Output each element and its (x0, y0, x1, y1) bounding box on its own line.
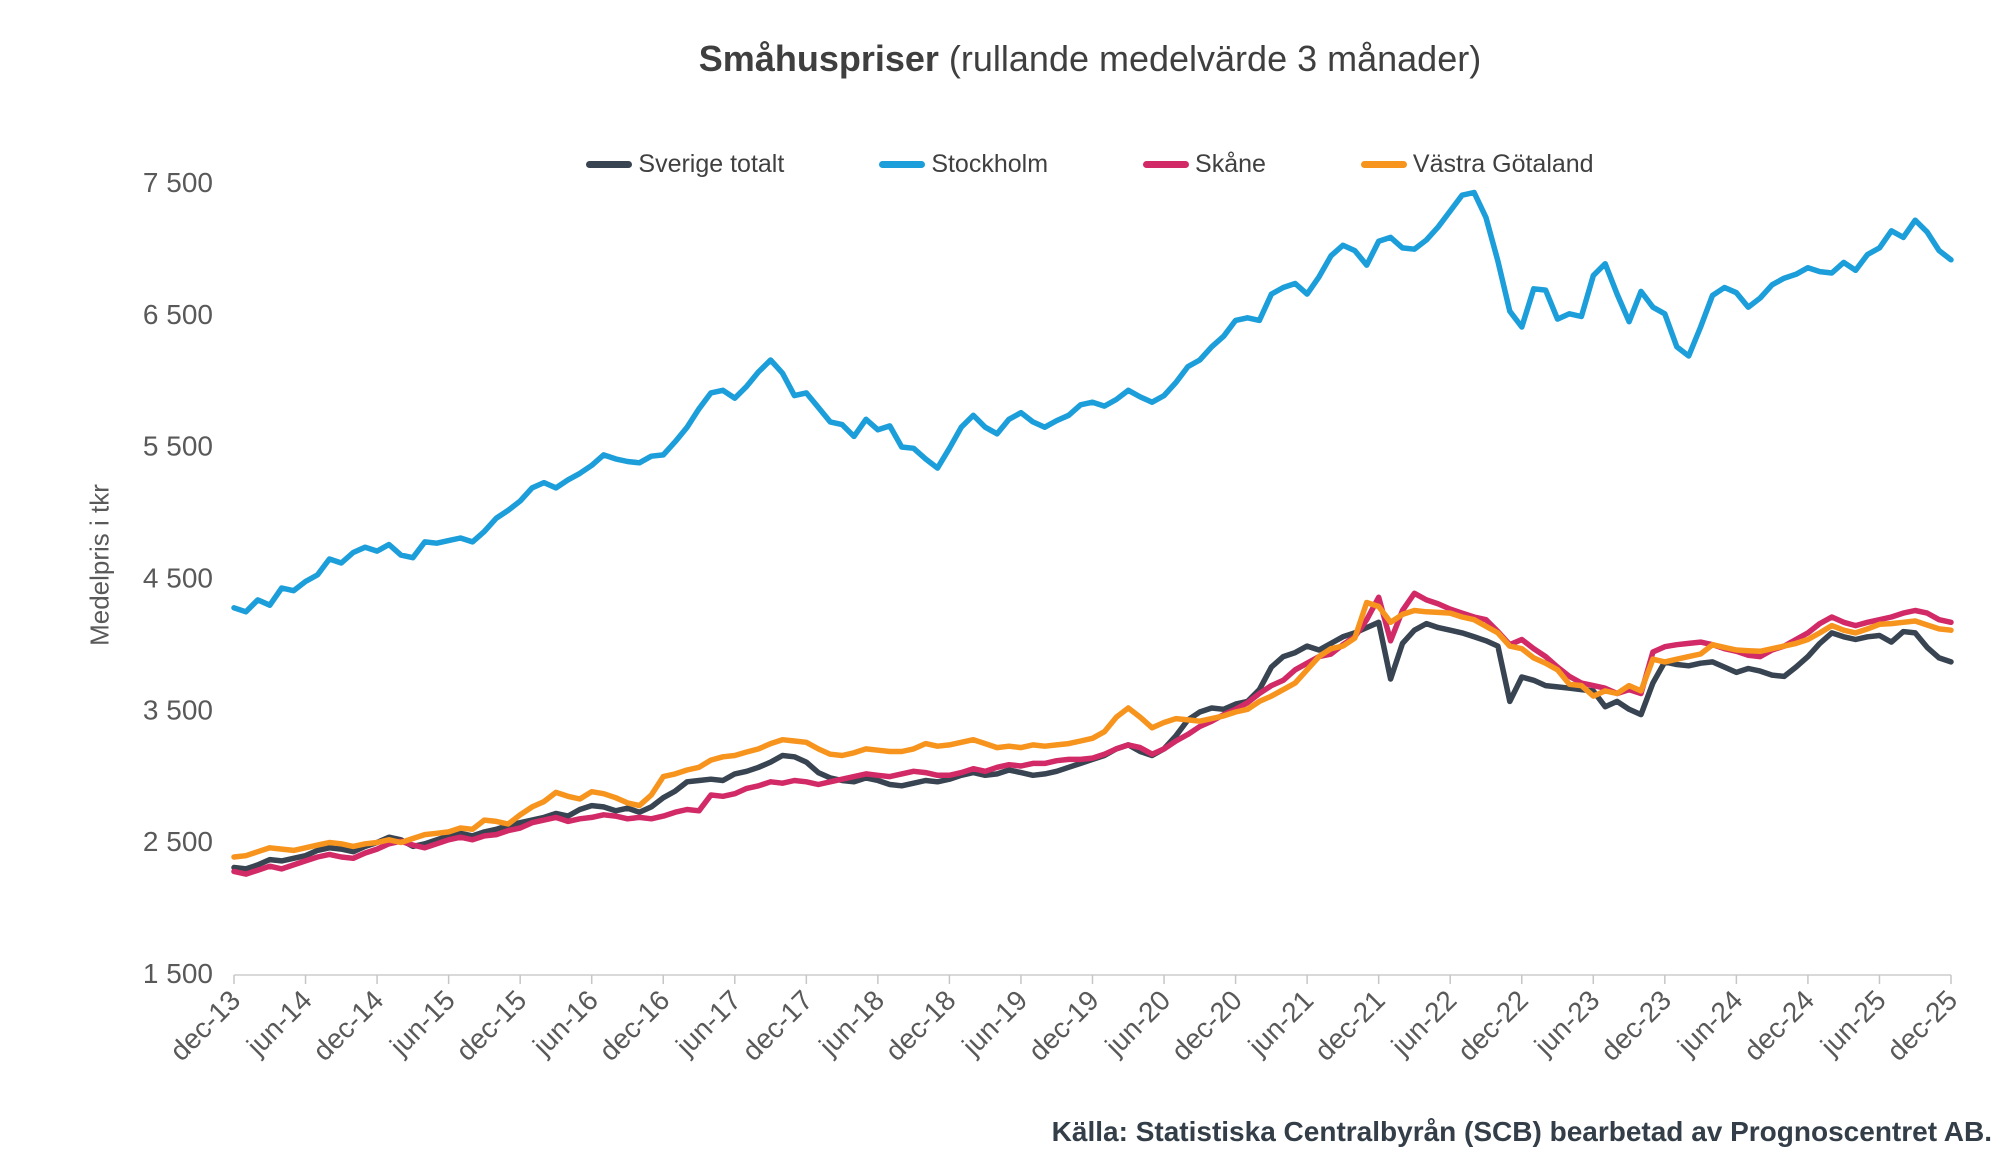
x-tick-label: jun-19 (956, 984, 1034, 1062)
legend-item-vastra-gotaland: Västra Götaland (1360, 149, 1594, 179)
legend-swatch-icon (586, 160, 633, 168)
legend-label: Västra Götaland (1412, 149, 1594, 178)
legend-item-skane: Skåne (1143, 150, 1266, 179)
legend-label: Stockholm (931, 149, 1049, 178)
legend: Sverige totalt Stockholm Skåne Västra Gö… (180, 146, 2000, 182)
source-note: Källa: Statistiska Centralbyrån (SCB) be… (1051, 1116, 1992, 1147)
x-tick-label: dec-23 (1595, 984, 1677, 1066)
x-tick-label: jun-20 (1099, 984, 1177, 1062)
x-tick-label: dec-20 (1165, 984, 1247, 1066)
x-tick-label: jun-21 (1242, 984, 1320, 1062)
x-tick-label: jun-18 (812, 984, 890, 1062)
series-line-sverige-totalt (231, 619, 1954, 872)
series-line-vastra-gotaland (231, 599, 1954, 860)
x-tick-label: dec-14 (307, 984, 389, 1066)
x-tick-label: dec-21 (1308, 984, 1390, 1066)
x-tick-label: jun-25 (1814, 984, 1892, 1062)
x-tick-label: dec-22 (1452, 984, 1534, 1066)
legend-label: Sverige totalt (638, 149, 785, 178)
x-tick-label: jun-14 (240, 984, 318, 1062)
x-tick-label: dec-16 (593, 984, 675, 1066)
x-tick-label: jun-22 (1385, 984, 1463, 1062)
series-line-skane (231, 590, 1954, 877)
legend-item-sverige-totalt: Sverige totalt (586, 150, 784, 179)
y-tick-label: 1 500 (143, 958, 213, 989)
x-tick-label: dec-15 (450, 984, 532, 1066)
series-line-stockholm (231, 189, 1954, 615)
chart-title-subtitle: (rullande medelvärde 3 månader) (948, 38, 1482, 79)
legend-item-stockholm: Stockholm (879, 150, 1048, 179)
x-tick-label: dec-18 (879, 984, 961, 1066)
y-tick-label: 6 500 (143, 299, 213, 330)
x-tick-label: jun-23 (1528, 984, 1606, 1062)
x-tick-label: dec-25 (1881, 984, 1963, 1066)
y-tick-label: 2 500 (143, 826, 213, 857)
y-tick-label: 3 500 (143, 694, 213, 725)
x-tick-label: jun-15 (383, 984, 461, 1062)
y-tick-label: 7 500 (143, 167, 213, 198)
x-tick-label: dec-13 (164, 984, 246, 1066)
x-tick-label: dec-19 (1022, 984, 1104, 1066)
chart-title-main: Småhuspriser (698, 38, 939, 79)
x-tick-label: dec-24 (1738, 984, 1820, 1066)
legend-label: Skåne (1195, 149, 1266, 178)
x-tick-label: dec-17 (736, 984, 818, 1066)
chart-title: Småhuspriser (rullande medelvärde 3 månad… (180, 38, 2000, 80)
y-tick-label: 5 500 (143, 431, 213, 462)
x-tick-label: jun-24 (1671, 984, 1749, 1062)
x-tick-label: jun-16 (526, 984, 604, 1062)
legend-swatch-icon (1360, 160, 1407, 168)
legend-swatch-icon (1143, 160, 1190, 168)
x-tick-label: jun-17 (669, 984, 747, 1062)
y-tick-label: 4 500 (143, 563, 213, 594)
legend-swatch-icon (879, 160, 926, 168)
